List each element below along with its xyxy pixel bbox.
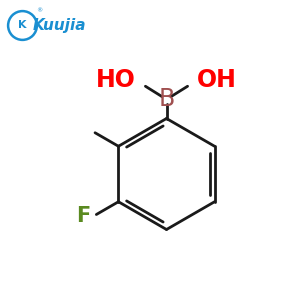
Text: K: K — [18, 20, 27, 31]
Text: B: B — [158, 87, 175, 111]
Text: HO: HO — [96, 68, 136, 92]
Text: Kuujia: Kuujia — [33, 18, 86, 33]
Text: ®: ® — [36, 9, 42, 14]
Text: OH: OH — [197, 68, 237, 92]
Text: F: F — [76, 206, 90, 226]
